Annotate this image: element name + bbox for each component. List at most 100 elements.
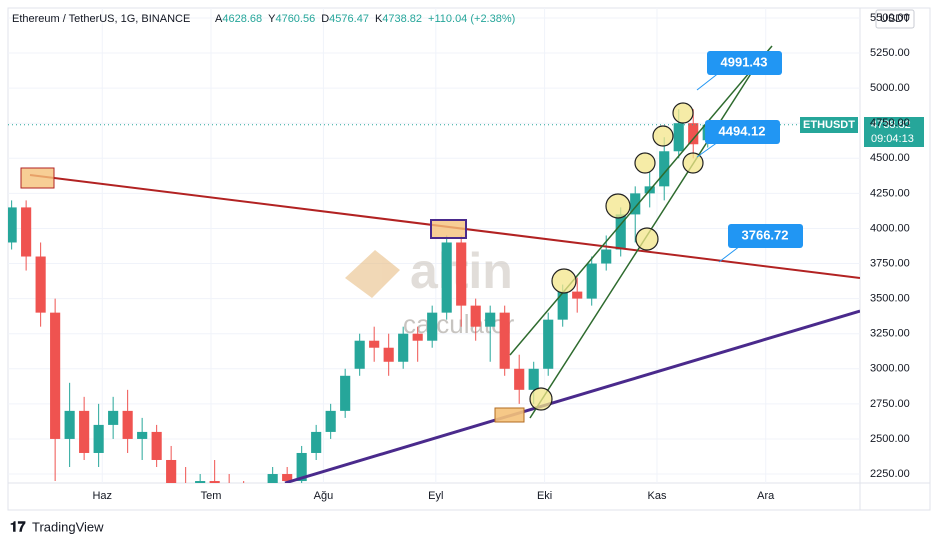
symbol-title: Ethereum / TetherUS, 1G, BINANCE xyxy=(12,13,190,25)
candle-body xyxy=(253,495,263,509)
ohlc-value: 4628.68 xyxy=(222,13,262,25)
candle-body xyxy=(195,481,206,483)
channel-line xyxy=(509,45,773,356)
candle-body xyxy=(93,424,104,453)
y-tick-label: 4500.00 xyxy=(870,152,910,164)
candle-body xyxy=(485,312,496,327)
candle-body xyxy=(325,410,336,432)
callout-box xyxy=(705,120,780,144)
callouts: 4991.43 4494.12 3766.72 xyxy=(705,51,803,248)
callout-pointer xyxy=(718,245,741,263)
watermark-logo xyxy=(345,250,400,298)
callout-pointer xyxy=(696,141,719,158)
touch-marker xyxy=(529,387,553,411)
candle-body xyxy=(181,488,191,509)
candle-body xyxy=(108,410,119,425)
candle-body xyxy=(412,333,423,341)
footer: 𝟏𝟕 TradingView xyxy=(10,519,104,535)
ohlc-label: Y xyxy=(268,13,276,25)
countdown: 09:04:13 xyxy=(871,133,914,145)
legend: Ethereum / TetherUS, 1G, BINANCE A4628.6… xyxy=(12,13,515,25)
y-tick-label: 3250.00 xyxy=(870,328,910,340)
last-price-label: 4738.82 xyxy=(871,119,911,131)
touch-marker xyxy=(652,125,674,147)
candle-body xyxy=(557,291,568,320)
y-tick-label: 4250.00 xyxy=(870,187,910,199)
callout-box xyxy=(728,224,803,248)
candle-body xyxy=(659,151,670,187)
candle-body xyxy=(137,431,148,439)
symbol-tag xyxy=(800,117,858,133)
candle-body xyxy=(456,242,467,306)
highlight-box xyxy=(430,219,467,239)
candle-body xyxy=(35,256,46,313)
x-tick-label: Ara xyxy=(757,490,775,502)
candle-body xyxy=(8,207,17,243)
x-tick-label: Eyl xyxy=(428,490,443,502)
touch-marker xyxy=(635,227,659,251)
callout-label: 4494.12 xyxy=(719,123,766,138)
callout-box xyxy=(707,51,782,75)
y-tick-label: 3750.00 xyxy=(870,257,910,269)
candle-body xyxy=(673,123,684,152)
y-tick-label: 4000.00 xyxy=(870,222,910,234)
y-tick-label: 3000.00 xyxy=(870,363,910,375)
candle-body xyxy=(340,375,351,411)
y-tick-label: 3500.00 xyxy=(870,293,910,305)
callout-label: 3766.72 xyxy=(742,227,789,242)
candle-body xyxy=(239,495,249,509)
ohlc-value: 4738.82 xyxy=(382,13,422,25)
candle-body xyxy=(209,481,220,483)
candle-body xyxy=(354,340,365,369)
touch-marker xyxy=(634,152,656,174)
candle-body xyxy=(151,431,162,460)
last-price-tag xyxy=(864,117,924,147)
candle-body xyxy=(311,431,322,453)
candle-body xyxy=(398,333,409,362)
frame xyxy=(7,7,931,511)
candle-body xyxy=(50,312,61,439)
candles xyxy=(8,109,860,509)
candle-body xyxy=(427,312,438,341)
highlight-box xyxy=(20,167,55,189)
candle-body xyxy=(224,488,234,495)
ohlc-label: K xyxy=(375,13,383,25)
touch-marker xyxy=(551,268,577,294)
y-tick-label: 5000.00 xyxy=(870,82,910,94)
currency: USDT xyxy=(880,13,910,25)
callout-label: 4991.43 xyxy=(721,54,768,69)
y-tick-label: 2750.00 xyxy=(870,398,910,410)
touch-marker xyxy=(682,152,704,174)
ohlc-label: A xyxy=(215,13,223,25)
price-tag: ETHUSDT 09:04:13 4738.82 xyxy=(800,117,924,147)
candle-body xyxy=(601,249,612,264)
footer-brand: TradingView xyxy=(32,519,104,534)
symbol-label: ETHUSDT xyxy=(803,119,855,131)
candle-body xyxy=(21,207,32,257)
x-tick-label: Kas xyxy=(647,490,666,502)
candle-body xyxy=(615,214,626,250)
y-tick-label: 5500.00 xyxy=(870,12,910,24)
tv-logo: 𝟏𝟕 xyxy=(10,519,26,535)
currency-badge xyxy=(875,9,915,29)
y-tick-label: 2250.00 xyxy=(870,468,910,480)
change: +110.04 (+2.38%) xyxy=(428,13,515,25)
candle-body xyxy=(630,193,641,215)
trend-line xyxy=(284,309,860,483)
candle-body xyxy=(499,312,510,369)
touch-marker xyxy=(605,193,631,219)
candle-body xyxy=(470,305,481,327)
ohlc-readout: A4628.68 Y4760.56 D4576.47 K4738.82 +110.04 … xyxy=(215,13,515,25)
touch-marker xyxy=(672,102,694,124)
drawings xyxy=(20,45,860,483)
x-tick-label: Ağu xyxy=(314,490,334,502)
candle-body xyxy=(282,474,293,482)
candle-body xyxy=(586,263,597,299)
ohlc-value: 4576.47 xyxy=(329,13,369,25)
y-tick-label: 5250.00 xyxy=(870,47,910,59)
grid xyxy=(8,8,860,483)
y-tick-label: 2500.00 xyxy=(870,433,910,445)
ohlc-value: 4760.56 xyxy=(275,13,315,25)
candle-body xyxy=(514,368,525,390)
